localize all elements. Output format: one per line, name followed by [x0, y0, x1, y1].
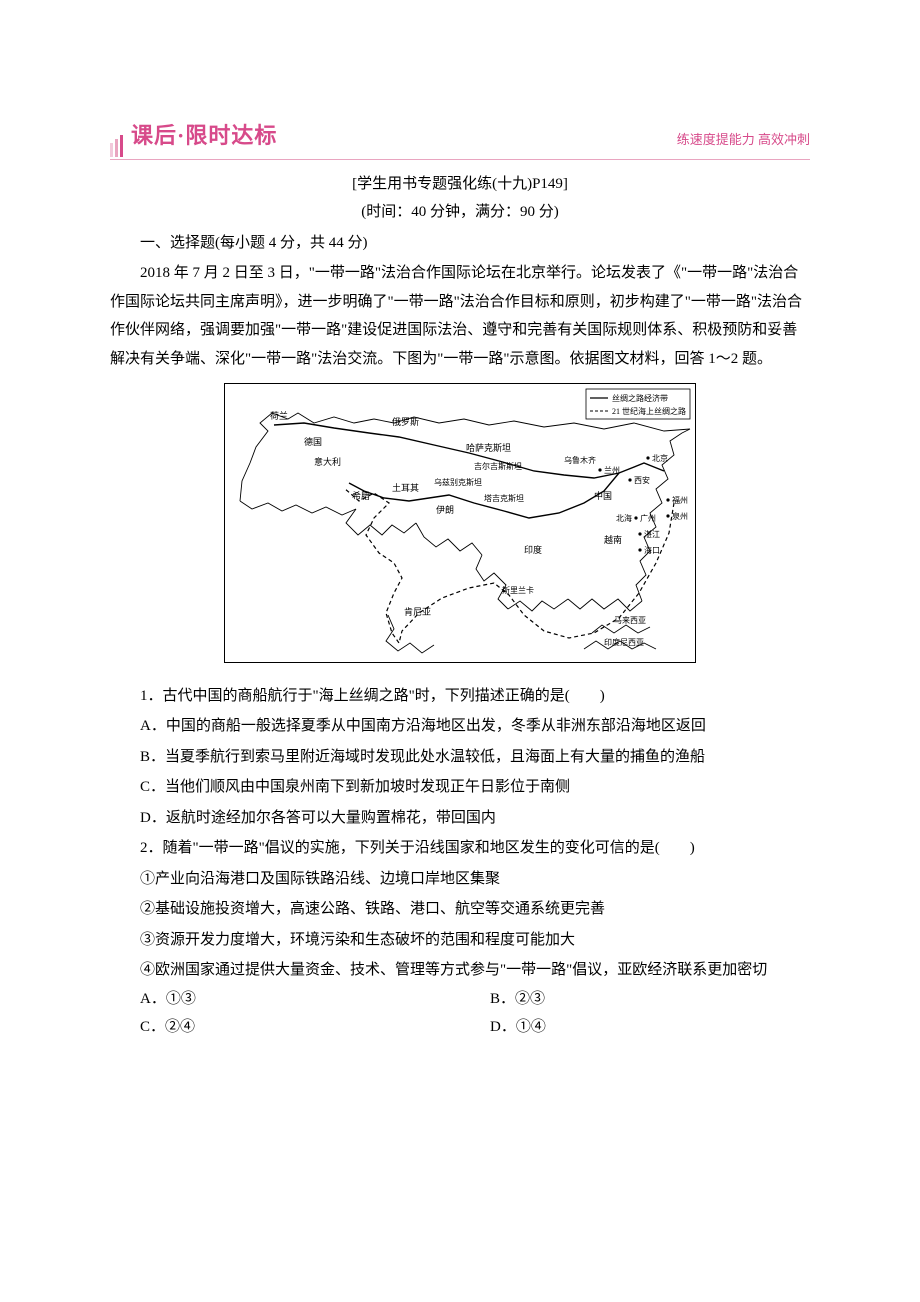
svg-text:福州: 福州 — [672, 496, 688, 505]
svg-text:意大利: 意大利 — [314, 456, 341, 467]
svg-text:肯尼亚: 肯尼亚 — [404, 606, 431, 617]
svg-text:荷兰: 荷兰 — [270, 410, 288, 421]
svg-text:印度: 印度 — [524, 544, 542, 555]
map-svg: 丝绸之路经济带 21 世纪海上丝绸之路 荷兰俄罗斯德国意大利希腊 土耳其 哈萨克斯坦吉尔… — [224, 383, 696, 663]
header-left: 课后·限时达标 — [110, 115, 277, 157]
svg-text:西安: 西安 — [634, 475, 650, 485]
q2-options-row-1: A．①③ B．②③ — [110, 985, 810, 1014]
q2-statement-4: ④欧洲国家通过提供大量资金、技术、管理等方式参与"一带一路"倡议，亚欧经济联系更… — [110, 956, 810, 985]
svg-text:俄罗斯: 俄罗斯 — [392, 416, 419, 427]
svg-text:海口: 海口 — [644, 545, 660, 555]
q2-statement-1: ①产业向沿海港口及国际铁路沿线、边境口岸地区集聚 — [110, 865, 810, 894]
book-reference: [学生用书专题强化练(十九)P149] — [110, 170, 810, 199]
belt-road-map-figure: 丝绸之路经济带 21 世纪海上丝绸之路 荷兰俄罗斯德国意大利希腊 土耳其 哈萨克斯坦吉尔… — [110, 383, 810, 674]
svg-text:泉州: 泉州 — [672, 511, 688, 521]
svg-text:马来西亚: 马来西亚 — [614, 616, 646, 625]
svg-text:乌鲁木齐: 乌鲁木齐 — [564, 455, 596, 465]
q2-stem: 2．随着"一带一路"倡议的实施，下列关于沿线国家和地区发生的变化可信的是( ) — [110, 834, 810, 863]
svg-text:乌兹别克斯坦: 乌兹别克斯坦 — [434, 477, 482, 487]
passage-text: 2018 年 7 月 2 日至 3 日，"一带一路"法治合作国际论坛在北京举行。… — [110, 259, 810, 373]
svg-text:印度尼西亚: 印度尼西亚 — [604, 637, 644, 647]
svg-text:吉尔吉斯斯坦: 吉尔吉斯斯坦 — [474, 461, 522, 471]
section-1-heading: 一、选择题(每小题 4 分，共 44 分) — [110, 229, 810, 258]
svg-text:哈萨克斯坦: 哈萨克斯坦 — [466, 442, 511, 453]
header-subtitle: 练速度提能力 高效冲刺 — [677, 128, 810, 157]
q1-option-b: B．当夏季航行到索马里附近海域时发现此处水温较低，且海面上有大量的捕鱼的渔船 — [110, 743, 810, 772]
bar-3 — [120, 135, 123, 157]
svg-text:广州: 广州 — [640, 513, 656, 523]
q2-option-c: C．②④ — [110, 1013, 460, 1042]
svg-text:伊朗: 伊朗 — [436, 504, 454, 515]
q2-statement-3: ③资源开发力度增大，环境污染和生态破坏的范围和程度可能加大 — [110, 926, 810, 955]
q2-statement-2: ②基础设施投资增大，高速公路、铁路、港口、航空等交通系统更完善 — [110, 895, 810, 924]
q2-option-a: A．①③ — [110, 985, 460, 1014]
svg-text:土耳其: 土耳其 — [392, 482, 419, 493]
svg-text:斯里兰卡: 斯里兰卡 — [502, 585, 534, 595]
svg-text:德国: 德国 — [304, 436, 322, 447]
svg-text:塔吉克斯坦: 塔吉克斯坦 — [484, 493, 524, 503]
q1-option-a: A．中国的商船一般选择夏季从中国南方沿海地区出发，冬季从非洲东部沿海地区返回 — [110, 712, 810, 741]
header-bars-icon — [110, 135, 125, 157]
q2-options-row-2: C．②④ D．①④ — [110, 1013, 810, 1042]
q1-option-d: D．返航时途经加尔各答可以大量购置棉花，带回国内 — [110, 804, 810, 833]
q2-option-b: B．②③ — [460, 985, 810, 1014]
svg-text:北海: 北海 — [616, 513, 632, 523]
q1-stem: 1．古代中国的商船航行于"海上丝绸之路"时，下列描述正确的是( ) — [110, 682, 810, 711]
svg-text:丝绸之路经济带: 丝绸之路经济带 — [612, 393, 668, 403]
timing-line: (时间：40 分钟，满分：90 分) — [110, 198, 810, 227]
svg-text:中国: 中国 — [594, 490, 612, 501]
svg-text:兰州: 兰州 — [604, 465, 620, 475]
svg-text:希腊: 希腊 — [352, 490, 370, 501]
q2-option-d: D．①④ — [460, 1013, 810, 1042]
svg-text:湛江: 湛江 — [644, 530, 660, 539]
section-header: 课后·限时达标 练速度提能力 高效冲刺 — [110, 115, 810, 160]
svg-text:21 世纪海上丝绸之路: 21 世纪海上丝绸之路 — [612, 406, 686, 416]
bar-2 — [115, 139, 118, 157]
svg-text:越南: 越南 — [604, 534, 622, 545]
bar-1 — [110, 143, 113, 157]
header-title: 课后·限时达标 — [131, 115, 277, 157]
q1-option-c: C．当他们顺风由中国泉州南下到新加坡时发现正午日影位于南侧 — [110, 773, 810, 802]
svg-text:北京: 北京 — [652, 453, 668, 463]
